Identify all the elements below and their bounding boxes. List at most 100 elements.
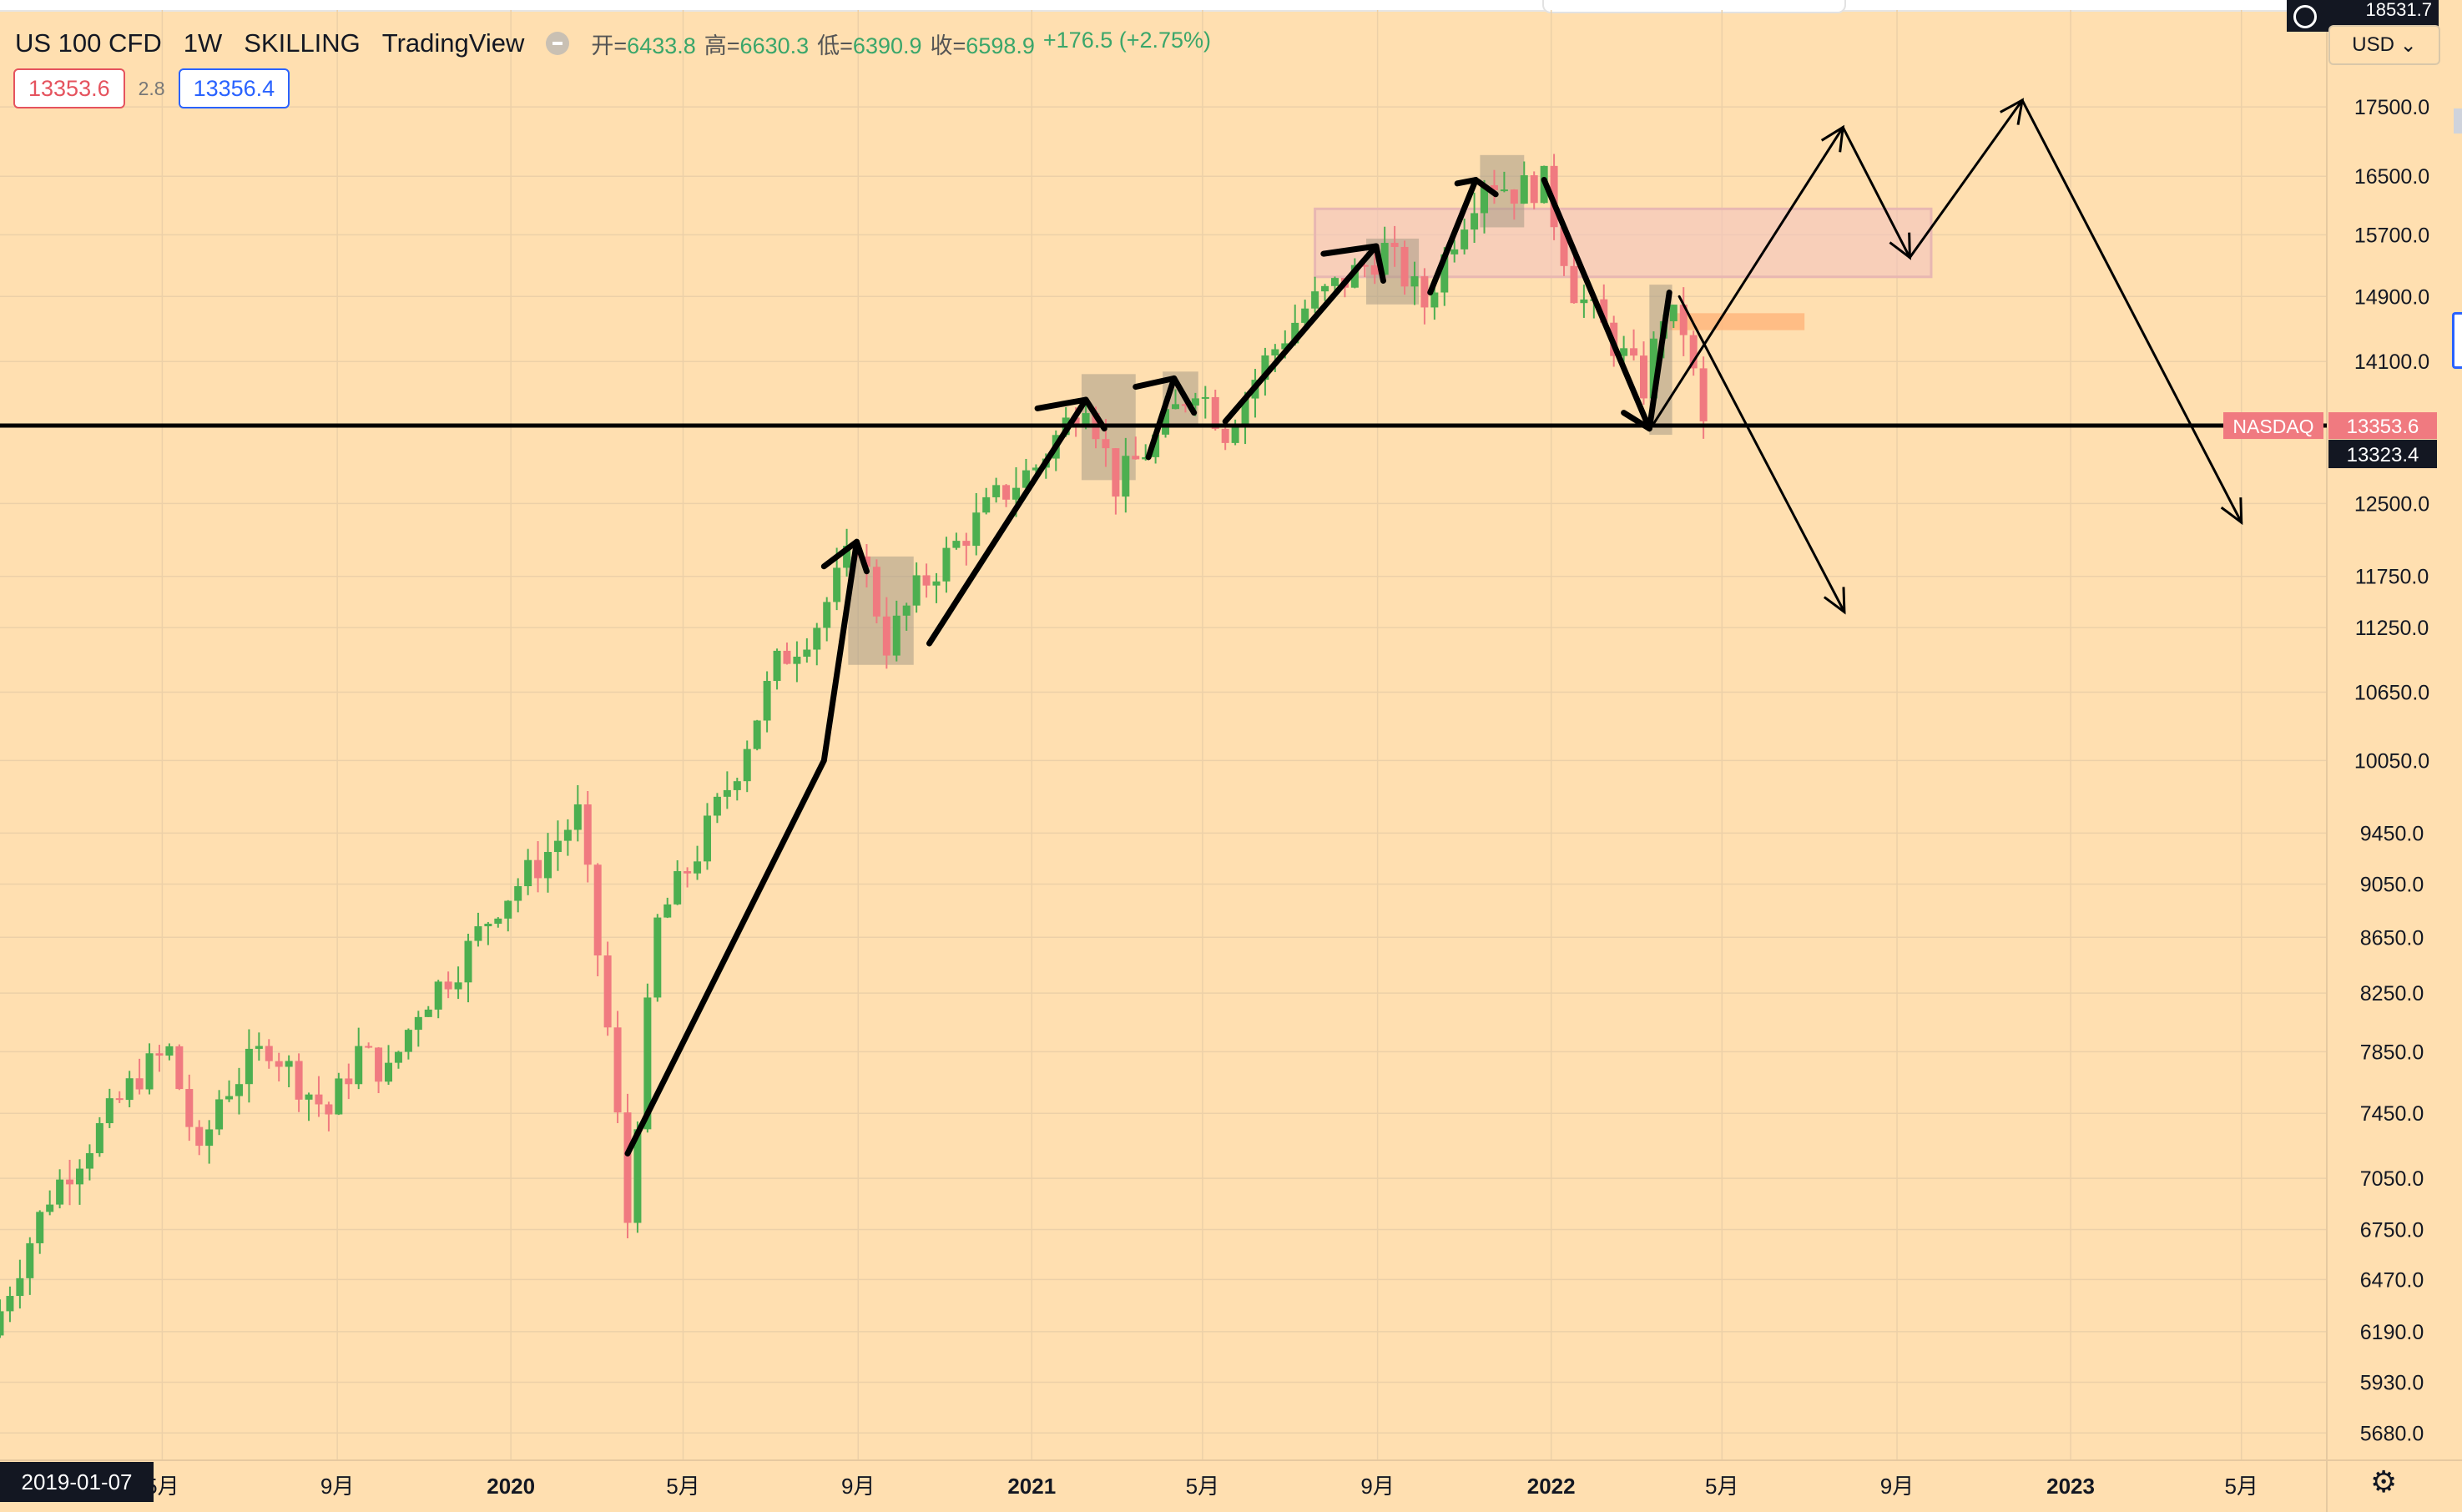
candle-up	[1410, 276, 1419, 287]
close-value: 6598.9	[966, 33, 1035, 58]
candle-up	[504, 900, 512, 919]
candle-up	[385, 1062, 393, 1082]
trend-arrow	[1621, 410, 1652, 432]
buy-button[interactable]: 13356.4	[178, 68, 290, 108]
projection-arrow	[1908, 98, 2024, 260]
symbol-name[interactable]: US 100 CFD	[15, 28, 162, 58]
candle-up	[1471, 213, 1479, 230]
currency-select[interactable]: USD ⌄	[2328, 25, 2440, 65]
time-tick-label: 5月	[666, 1474, 699, 1499]
candle-up	[1122, 456, 1130, 497]
candle-up	[1620, 348, 1628, 356]
price-tick-label: 6190.0	[2360, 1321, 2424, 1344]
candle-up	[434, 981, 442, 1010]
side-panel-tab[interactable]	[2452, 312, 2462, 369]
candle-down	[1360, 265, 1369, 267]
price-tick-label: 15700.0	[2354, 224, 2429, 247]
candle-up	[95, 1123, 103, 1153]
low-value: 6390.9	[852, 33, 922, 58]
candle-down	[603, 955, 612, 1028]
candle-down	[275, 1061, 283, 1067]
candle-up	[1012, 487, 1021, 500]
candle-down	[1390, 243, 1399, 247]
clock-icon[interactable]	[2293, 5, 2317, 28]
candle-up	[1162, 409, 1170, 435]
price-tick-label: 11750.0	[2355, 566, 2429, 589]
open-value: 6433.8	[627, 33, 696, 58]
sell-button[interactable]: 13353.6	[13, 68, 125, 108]
gear-icon[interactable]: ⚙	[2370, 1464, 2398, 1499]
price-tick-label: 6470.0	[2360, 1268, 2424, 1292]
candle-up	[215, 1099, 224, 1130]
window-top-bar	[0, 0, 2462, 12]
candle-down	[613, 1027, 622, 1113]
candle-up	[464, 940, 472, 983]
candle-down	[1510, 189, 1518, 204]
candle-up	[414, 1016, 422, 1031]
candle-down	[185, 1089, 194, 1127]
candle-down	[1002, 485, 1011, 500]
candle-down	[1112, 448, 1120, 497]
candle-up	[892, 615, 901, 656]
candle-up	[125, 1078, 134, 1101]
candle-up	[6, 1296, 14, 1312]
candle-up	[813, 627, 821, 650]
arrow-head	[2220, 497, 2243, 526]
candle-down	[1072, 417, 1080, 427]
time-tick-label: 5月	[1186, 1474, 1219, 1499]
price-tick-label: 7450.0	[2360, 1102, 2424, 1126]
toolbar-handle[interactable]	[1542, 0, 1846, 13]
candle-up	[1301, 308, 1309, 323]
candle-down	[862, 556, 870, 567]
candle-up	[1580, 299, 1588, 304]
candle-down	[1530, 175, 1538, 204]
candle-up	[1142, 456, 1150, 460]
price-tick-label: 11250.0	[2355, 617, 2429, 640]
candle-up	[1171, 404, 1179, 410]
candle-down	[115, 1098, 124, 1101]
candle-up	[1350, 265, 1359, 288]
candle-down	[155, 1053, 164, 1056]
candle-down	[444, 981, 452, 990]
candle-up	[643, 997, 652, 1130]
price-tick-label: 6750.0	[2360, 1219, 2424, 1242]
candle-up	[952, 541, 961, 548]
candle-up	[992, 485, 1001, 497]
candle-down	[1600, 299, 1608, 323]
candle-up	[563, 829, 572, 841]
candle-up	[235, 1084, 243, 1096]
side-panel-handle[interactable]	[2454, 108, 2462, 134]
candle-up	[75, 1168, 83, 1185]
candle-down	[1699, 368, 1708, 421]
candle-up	[843, 546, 851, 568]
candle-down	[1102, 439, 1110, 449]
broker-label: SKILLING	[244, 28, 361, 58]
price-tick-label: 8650.0	[2360, 926, 2424, 950]
candle-down	[1640, 355, 1648, 399]
time-tick-label: 2021	[1007, 1474, 1056, 1499]
candle-up	[225, 1096, 234, 1100]
last-price-label: 13323.4	[2347, 444, 2419, 466]
time-tick-label: 2023	[2046, 1474, 2095, 1499]
candle-down	[1679, 305, 1688, 335]
candle-up	[753, 720, 761, 749]
candle-down	[135, 1078, 144, 1090]
projection-arrow	[1677, 295, 1846, 613]
candle-up	[942, 547, 951, 582]
projection-arrow	[1647, 126, 1844, 432]
candle-up	[694, 861, 702, 874]
candle-up	[902, 605, 911, 616]
high-label: 高=	[704, 33, 740, 58]
candle-up	[723, 789, 731, 797]
candle-down	[1570, 265, 1578, 304]
nasdaq-price-label: 13353.6	[2347, 416, 2419, 438]
trend-arrow	[1454, 177, 1479, 187]
candle-up	[474, 926, 482, 941]
interval-label[interactable]: 1W	[183, 28, 223, 58]
candle-up	[653, 917, 662, 998]
candle-down	[684, 871, 692, 874]
hide-legend-icon[interactable]	[546, 32, 570, 55]
price-tick-label: 12500.0	[2354, 492, 2429, 516]
candle-up	[773, 650, 781, 682]
